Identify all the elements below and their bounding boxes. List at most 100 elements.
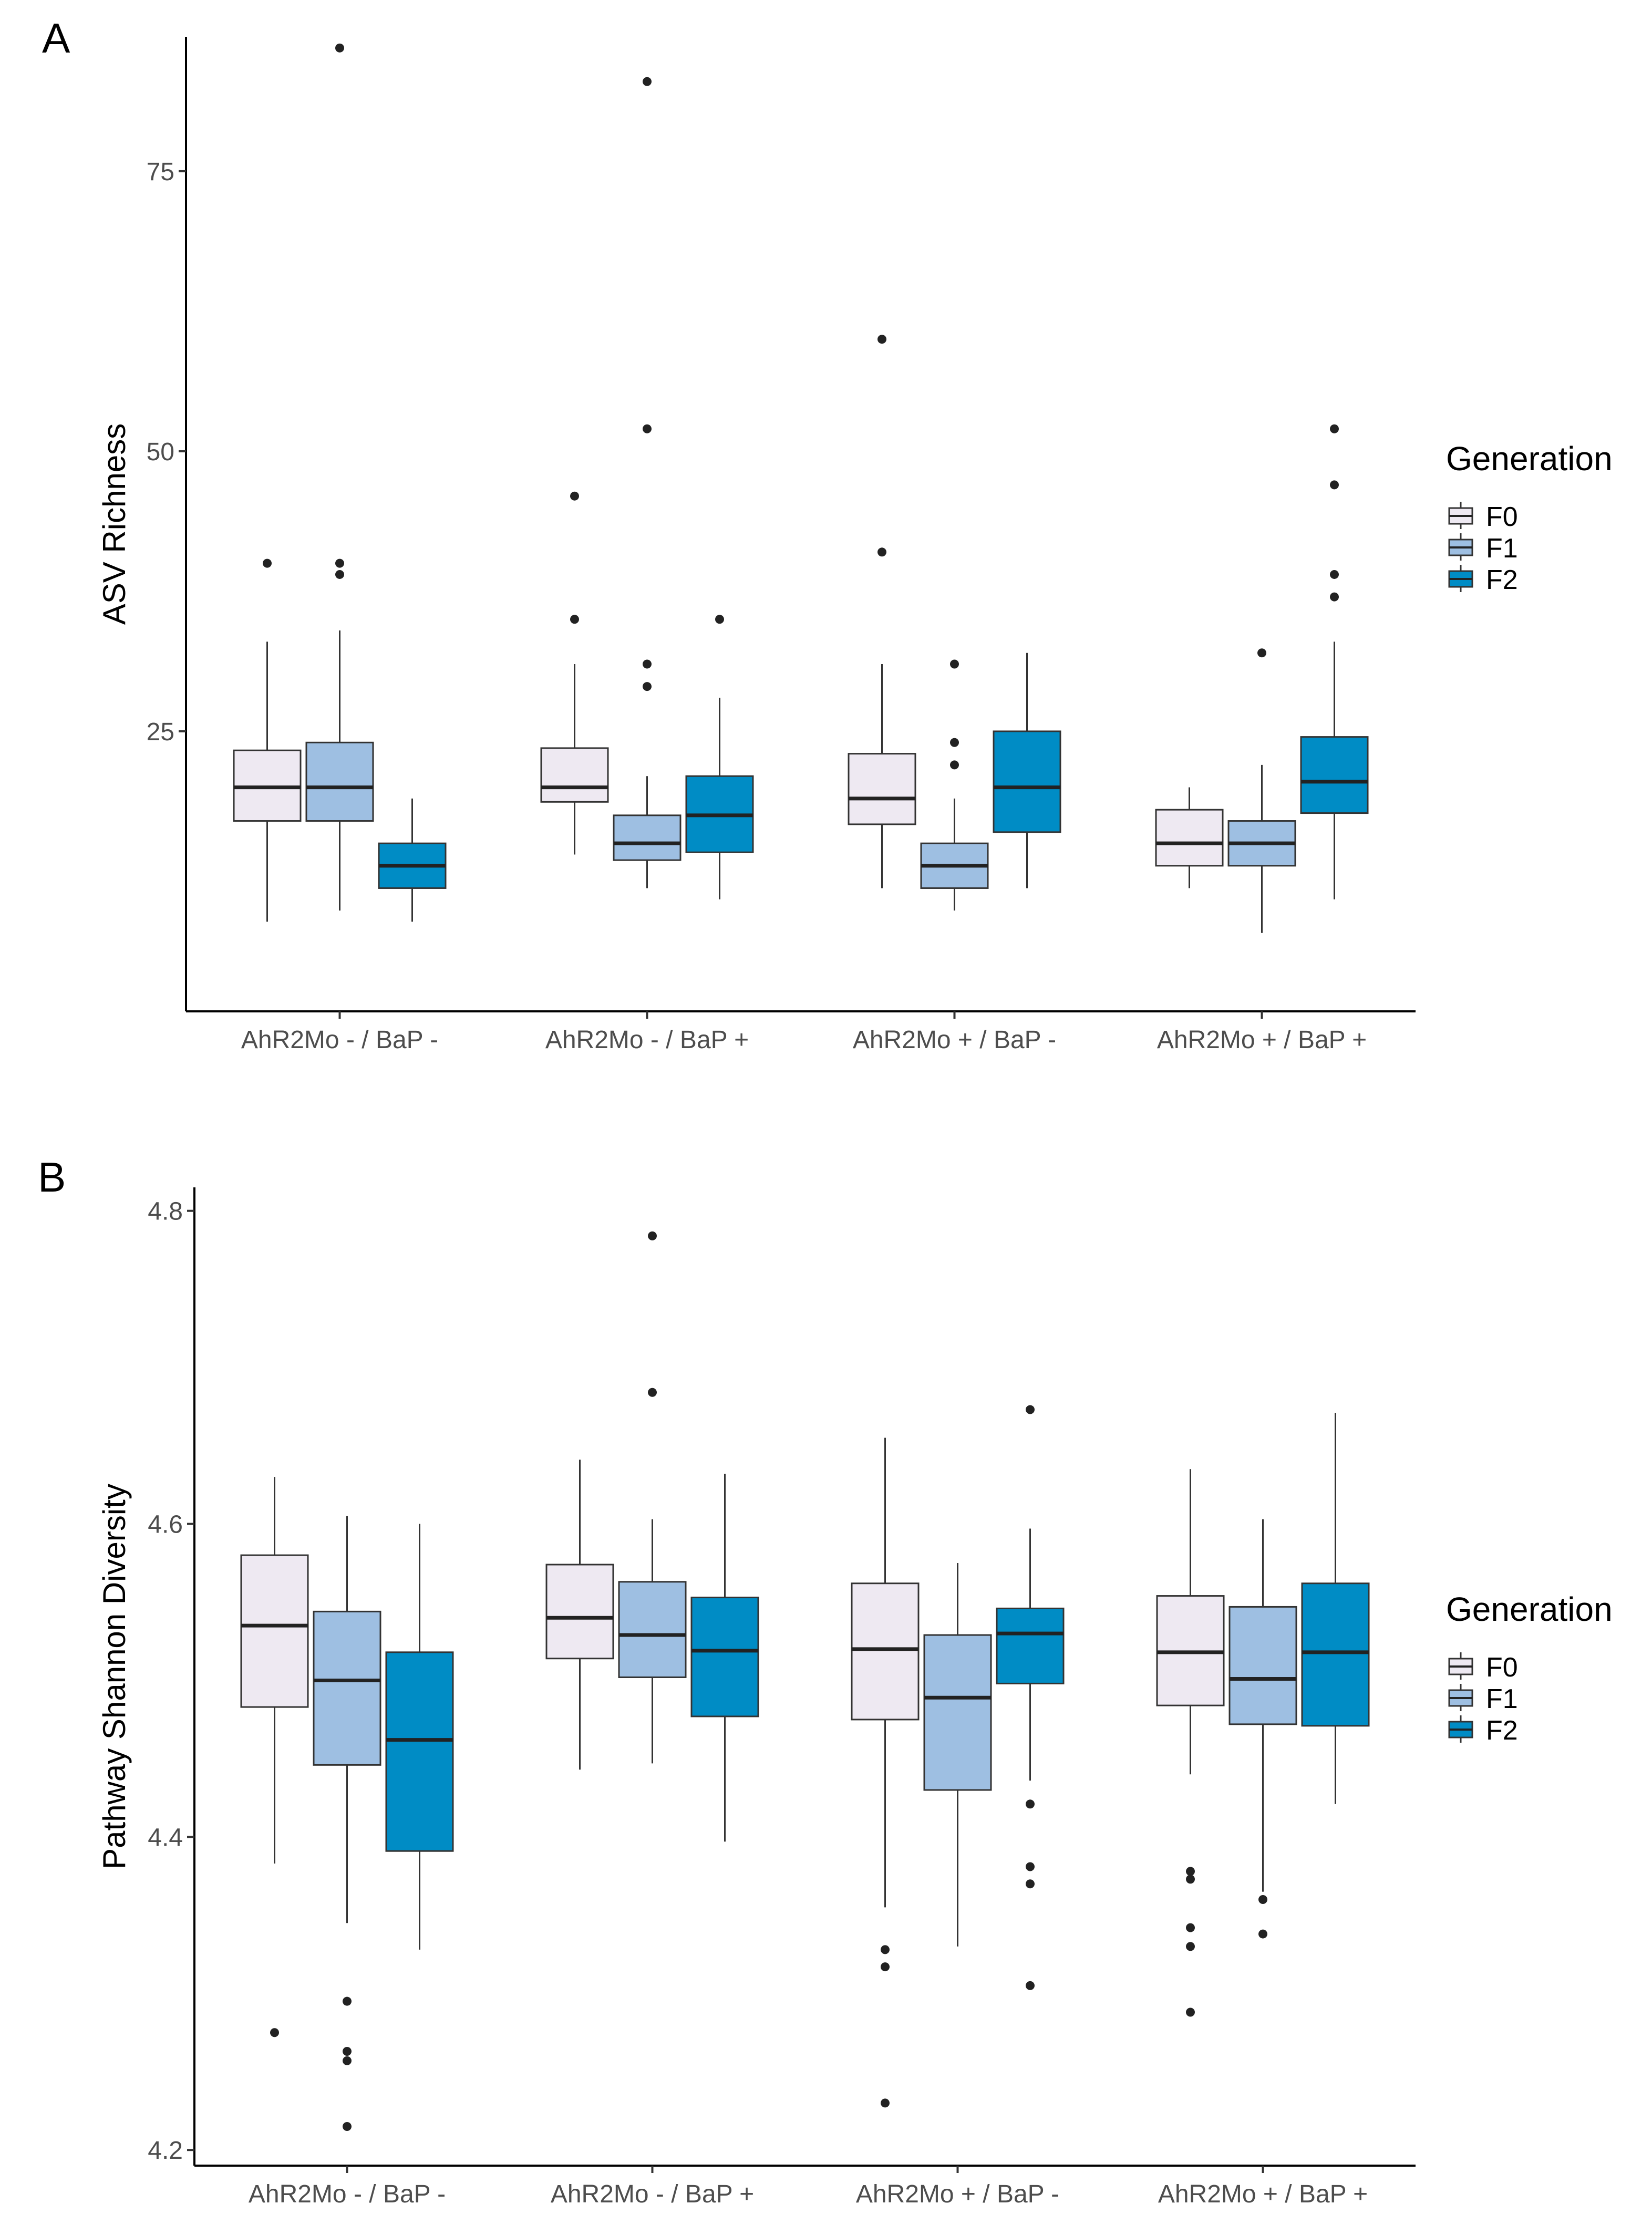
outlier-point bbox=[263, 558, 272, 568]
box-body bbox=[1300, 736, 1369, 814]
outlier-point bbox=[950, 738, 959, 747]
outlier-point bbox=[643, 659, 652, 669]
box-body bbox=[240, 1554, 309, 1708]
outlier-point bbox=[643, 424, 652, 433]
box-f1 bbox=[1227, 648, 1296, 933]
x-tick-label: AhR2Mo + / BaP + bbox=[1157, 1026, 1367, 1054]
x-tick-label: AhR2Mo - / BaP - bbox=[249, 2180, 446, 2208]
box-body bbox=[385, 1651, 454, 1852]
outlier-point bbox=[1330, 480, 1339, 490]
y-tick-label: 4.4 bbox=[148, 1824, 183, 1851]
outlier-point bbox=[570, 615, 579, 624]
outlier-point bbox=[270, 2028, 279, 2037]
box-f1 bbox=[305, 43, 374, 911]
outlier-point bbox=[1186, 1867, 1195, 1876]
outlier-point bbox=[877, 335, 886, 344]
box-f2 bbox=[1300, 424, 1369, 899]
outlier-point bbox=[1026, 1879, 1035, 1889]
box-body bbox=[1228, 1606, 1297, 1725]
box-body bbox=[545, 1564, 614, 1660]
box-f1 bbox=[920, 659, 989, 911]
box-body bbox=[305, 741, 374, 822]
outlier-point bbox=[950, 760, 959, 770]
panel-a: A 25 50 75 AhR2Mo - / BaP - AhR2Mo - / BaP + A… bbox=[42, 15, 1613, 1054]
legend-title: Generation bbox=[1446, 1590, 1613, 1628]
box-f0 bbox=[540, 491, 609, 855]
outlier-point bbox=[881, 2098, 890, 2108]
x-tick-label: AhR2Mo + / BaP - bbox=[856, 2180, 1059, 2208]
box-f0 bbox=[240, 1477, 309, 2037]
box-f1 bbox=[313, 1516, 381, 2131]
outlier-point bbox=[1258, 1895, 1267, 1905]
outlier-point bbox=[343, 2122, 352, 2131]
legend-label: F0 bbox=[1486, 502, 1518, 532]
y-tick-label: 75 bbox=[147, 158, 174, 186]
box-body bbox=[618, 1581, 687, 1678]
outlier-point bbox=[1186, 1923, 1195, 1932]
legend-key-f2 bbox=[1448, 1715, 1473, 1743]
box-f1 bbox=[1228, 1519, 1297, 1939]
box-body bbox=[613, 814, 682, 861]
box-body bbox=[313, 1610, 381, 1766]
y-axis-title: ASV Richness bbox=[97, 423, 132, 625]
outlier-point bbox=[1026, 1405, 1035, 1414]
outlier-point bbox=[1186, 1942, 1195, 1951]
outlier-point bbox=[335, 558, 344, 568]
legend-key-f0 bbox=[1448, 1652, 1473, 1680]
y-tick-label: 50 bbox=[147, 438, 174, 466]
x-tick-label: AhR2Mo - / BaP + bbox=[551, 2180, 754, 2208]
box-f0 bbox=[848, 335, 916, 888]
outlier-point bbox=[877, 547, 886, 557]
box-f2 bbox=[690, 1474, 759, 1842]
outlier-point bbox=[1330, 570, 1339, 579]
box-f2 bbox=[993, 653, 1061, 888]
panel-label: A bbox=[42, 15, 70, 61]
outlier-point bbox=[335, 570, 344, 579]
box-body bbox=[540, 747, 609, 803]
panel-label: B bbox=[38, 1154, 66, 1201]
outlier-point bbox=[1330, 592, 1339, 602]
box-f0 bbox=[851, 1437, 920, 2108]
box-body bbox=[851, 1582, 920, 1721]
box-body bbox=[1301, 1582, 1370, 1727]
outlier-point bbox=[648, 1231, 657, 1240]
box-f1 bbox=[613, 77, 682, 888]
y-tick-label: 4.8 bbox=[148, 1198, 183, 1226]
outlier-point bbox=[1257, 648, 1266, 658]
outlier-point bbox=[570, 491, 579, 501]
legend-label: F1 bbox=[1486, 1684, 1518, 1714]
outlier-point bbox=[343, 1996, 352, 2006]
outlier-point bbox=[648, 1388, 657, 1397]
legend-key-f1 bbox=[1448, 1684, 1473, 1711]
box-body bbox=[923, 1634, 992, 1791]
outlier-point bbox=[881, 1945, 890, 1954]
outlier-point bbox=[715, 615, 724, 624]
box-f0 bbox=[1156, 1469, 1225, 2017]
box-f1 bbox=[618, 1231, 687, 1764]
panel-b: B 4.2 4.4 4.6 4.8 AhR2Mo - / BaP - AhR2Mo - / … bbox=[38, 1154, 1613, 2208]
outlier-point bbox=[1330, 424, 1339, 433]
box-f2 bbox=[685, 615, 754, 899]
legend-key-f0 bbox=[1448, 502, 1473, 529]
outlier-point bbox=[1186, 2007, 1195, 2017]
outlier-point bbox=[881, 1962, 890, 1972]
box-body bbox=[848, 753, 916, 825]
y-tick-label: 4.6 bbox=[148, 1511, 183, 1539]
outlier-point bbox=[1026, 1862, 1035, 1871]
legend-key-f2 bbox=[1448, 565, 1473, 592]
box-f0 bbox=[545, 1460, 614, 1770]
legend-key-f1 bbox=[1448, 533, 1473, 561]
box-f0 bbox=[1155, 787, 1224, 888]
outlier-point bbox=[1258, 1929, 1267, 1939]
x-tick-label: AhR2Mo + / BaP - bbox=[853, 1026, 1056, 1054]
outlier-point bbox=[643, 682, 652, 691]
box-f2 bbox=[378, 798, 447, 922]
x-tick-label: AhR2Mo - / BaP + bbox=[545, 1026, 749, 1054]
box-body bbox=[1155, 809, 1224, 867]
box-body bbox=[996, 1607, 1065, 1684]
legend-label: F1 bbox=[1486, 533, 1518, 564]
legend-label: F0 bbox=[1486, 1652, 1518, 1683]
legend-title: Generation bbox=[1446, 440, 1613, 478]
